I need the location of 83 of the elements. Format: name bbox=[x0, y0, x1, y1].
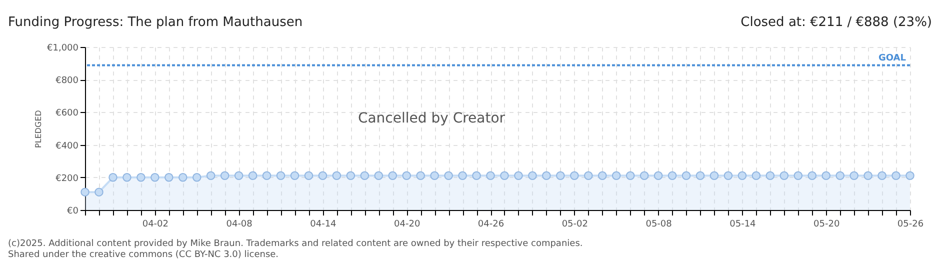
point bbox=[458, 171, 467, 180]
point bbox=[752, 171, 761, 180]
point bbox=[94, 188, 104, 196]
point bbox=[206, 171, 216, 180]
point bbox=[346, 171, 356, 180]
x-tick-label: 05-02 bbox=[562, 220, 588, 230]
point bbox=[836, 171, 844, 180]
x-tick-label: 05-26 bbox=[897, 220, 924, 230]
point bbox=[528, 171, 537, 180]
y-tick-label: €800 bbox=[56, 76, 79, 86]
x-tick-label: 05-20 bbox=[814, 220, 840, 230]
point bbox=[724, 171, 733, 180]
chart-title: Funding Progress: The plan from Mauthausen bbox=[8, 15, 303, 30]
ref-line-label: GOAL bbox=[878, 53, 906, 64]
point bbox=[878, 171, 886, 180]
point bbox=[318, 171, 328, 180]
text: Shared under the creative commons (CC BY-NC 3.0) license. bbox=[8, 250, 279, 260]
point bbox=[178, 173, 188, 182]
point bbox=[444, 171, 453, 180]
y-tick-label: €600 bbox=[56, 108, 79, 119]
point bbox=[696, 171, 705, 180]
x-tick-label: 05-08 bbox=[646, 220, 672, 230]
point bbox=[710, 171, 719, 180]
point bbox=[626, 171, 635, 180]
point bbox=[682, 171, 691, 180]
point bbox=[612, 171, 621, 180]
point bbox=[906, 171, 914, 180]
point bbox=[570, 171, 579, 180]
point bbox=[500, 171, 509, 180]
point bbox=[80, 188, 90, 196]
point bbox=[808, 171, 816, 180]
point bbox=[864, 171, 872, 180]
y-tick-label: €0 bbox=[67, 206, 79, 216]
x-tick-label: 04-20 bbox=[394, 220, 420, 230]
point bbox=[472, 171, 481, 180]
x-tick-label: 04-26 bbox=[478, 220, 504, 230]
point bbox=[654, 171, 663, 180]
point bbox=[892, 171, 900, 180]
x-tick-label: 04-14 bbox=[310, 220, 337, 230]
text: (c)2025. Additional content provided by Mike Braun. Trademarks and related content are owned by their respective companies. bbox=[8, 239, 583, 249]
point bbox=[416, 171, 425, 180]
point bbox=[584, 171, 593, 180]
point bbox=[850, 171, 858, 180]
point bbox=[738, 171, 747, 180]
point bbox=[108, 173, 118, 182]
point bbox=[794, 171, 803, 180]
point bbox=[486, 171, 495, 180]
point bbox=[304, 171, 314, 180]
y-tick-label: €1,000 bbox=[47, 44, 79, 54]
point bbox=[360, 171, 370, 180]
point bbox=[598, 171, 607, 180]
x-tick-label: 04-02 bbox=[142, 220, 168, 230]
y-axis-title: PLEDGED bbox=[34, 110, 44, 148]
point bbox=[290, 171, 300, 180]
point bbox=[374, 171, 384, 180]
point bbox=[248, 171, 258, 180]
point bbox=[556, 171, 565, 180]
chart-subtitle: Closed at: €211 / €888 (23%) bbox=[740, 15, 932, 30]
point bbox=[514, 171, 523, 180]
point bbox=[766, 171, 775, 180]
point bbox=[262, 171, 272, 180]
y-tick-label: €400 bbox=[56, 141, 79, 152]
x-tick-label: 04-08 bbox=[226, 220, 253, 230]
x-tick-label: 05-14 bbox=[730, 220, 756, 230]
annotation: Cancelled by Creator bbox=[358, 110, 506, 127]
point bbox=[220, 171, 230, 180]
point bbox=[234, 171, 244, 180]
point bbox=[780, 171, 789, 180]
point bbox=[332, 171, 342, 180]
point bbox=[822, 171, 830, 180]
point bbox=[150, 173, 160, 182]
point bbox=[122, 173, 132, 182]
point bbox=[640, 171, 649, 180]
point bbox=[542, 171, 551, 180]
point bbox=[276, 171, 286, 180]
point bbox=[668, 171, 677, 180]
point bbox=[136, 173, 146, 182]
point bbox=[192, 173, 202, 182]
point bbox=[430, 171, 439, 180]
point bbox=[164, 173, 174, 182]
point bbox=[402, 171, 411, 180]
y-tick-label: €200 bbox=[56, 174, 79, 184]
point bbox=[388, 171, 397, 180]
